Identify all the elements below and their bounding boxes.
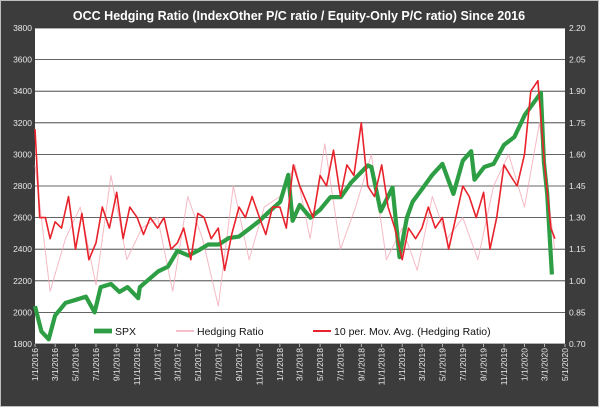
y-left-tick-label: 3000 xyxy=(13,149,32,159)
x-tick-label: 1/1/2020 xyxy=(519,348,529,381)
y-left-tick-label: 3400 xyxy=(13,86,32,96)
y-left-tick-label: 3600 xyxy=(13,55,32,65)
chart-title: OCC Hedging Ratio (IndexOther P/C ratio … xyxy=(73,9,525,23)
y-right-tick-label: 1.75 xyxy=(569,118,586,128)
y-right-tick-label: 1.00 xyxy=(569,276,586,286)
y-left-tick-label: 2600 xyxy=(13,213,32,223)
legend-label: 10 per. Mov. Avg. (Hedging Ratio) xyxy=(334,326,491,338)
x-tick-label: 1/1/2018 xyxy=(275,348,285,381)
series-layer xyxy=(32,79,556,342)
y-left-tick-label: 2400 xyxy=(13,244,32,254)
legend-label: Hedging Ratio xyxy=(197,326,264,338)
x-tick-label: 3/1/2016 xyxy=(50,348,60,381)
y-right-tick-label: 1.30 xyxy=(569,213,586,223)
x-tick-label: 9/1/2018 xyxy=(356,348,366,381)
x-tick-label: 11/1/2019 xyxy=(499,348,509,385)
y-right-tick-label: 1.60 xyxy=(569,149,586,159)
x-tick-label: 7/1/2017 xyxy=(213,348,223,381)
y-right-tick-label: 2.05 xyxy=(569,55,586,65)
y-right-tick-label: 2.20 xyxy=(569,23,586,33)
series-line-spx xyxy=(32,90,554,342)
x-tick-label: 5/1/2016 xyxy=(71,348,81,381)
y-left-tick-label: 1800 xyxy=(13,339,32,349)
y-left-tick-label: 3200 xyxy=(13,118,32,128)
x-tick-label: 9/1/2017 xyxy=(234,348,244,381)
y-right-tick-label: 1.45 xyxy=(569,181,586,191)
gridlines xyxy=(35,27,565,345)
y-right-tick-label: 0.85 xyxy=(569,307,586,317)
x-tick-label: 7/1/2018 xyxy=(336,348,346,381)
y-right-tick-label: 1.15 xyxy=(569,244,586,254)
x-tick-label: 9/1/2016 xyxy=(112,348,122,381)
x-tick-label: 3/1/2018 xyxy=(295,348,305,381)
x-tick-label: 3/1/2017 xyxy=(172,348,182,381)
x-tick-label: 3/1/2020 xyxy=(540,348,550,381)
x-tick-label: 7/1/2019 xyxy=(458,348,468,381)
y-right-tick-label: 0.70 xyxy=(569,339,586,349)
x-tick-label: 5/1/2020 xyxy=(560,348,570,381)
x-tick-label: 5/1/2019 xyxy=(437,348,447,381)
y-axis-right: 0.70 0.85 1.00 1.15 1.30 1.45 1.60 1.75 1.90 2.05… xyxy=(569,23,586,349)
x-tick-label: 1/1/2017 xyxy=(153,348,163,381)
legend-label: SPX xyxy=(115,326,136,338)
x-tick-label: 9/1/2019 xyxy=(479,348,489,381)
x-tick-label: 7/1/2016 xyxy=(91,348,101,381)
series-line-10-per-mov-avg-hedging-ratio xyxy=(34,79,556,272)
y-left-tick-label: 3800 xyxy=(13,23,32,33)
y-right-tick-label: 1.90 xyxy=(569,86,586,96)
x-tick-label: 5/1/2017 xyxy=(193,348,203,381)
y-left-tick-label: 2200 xyxy=(13,276,32,286)
legend: SPX Hedging Ratio 10 per. Mov. Avg. (Hedgi… xyxy=(94,326,491,338)
x-axis: 1/1/2016 3/1/2016 5/1/2016 7/1/2016 9/1/2016… xyxy=(30,344,570,385)
x-tick-label: 11/1/2018 xyxy=(377,348,387,385)
y-axis-left: 1800 2000 2200 2400 2600 2800 3000 3200 3400 3600… xyxy=(13,23,32,349)
x-tick-label: 11/1/2016 xyxy=(132,348,142,385)
x-tick-label: 1/1/2019 xyxy=(397,348,407,381)
x-tick-label: 1/1/2016 xyxy=(30,348,40,381)
x-tick-label: 5/1/2018 xyxy=(315,348,325,381)
y-left-tick-label: 2000 xyxy=(13,307,32,317)
y-left-tick-label: 2800 xyxy=(13,181,32,191)
x-tick-label: 3/1/2019 xyxy=(417,348,427,381)
x-tick-label: 11/1/2017 xyxy=(254,348,264,385)
